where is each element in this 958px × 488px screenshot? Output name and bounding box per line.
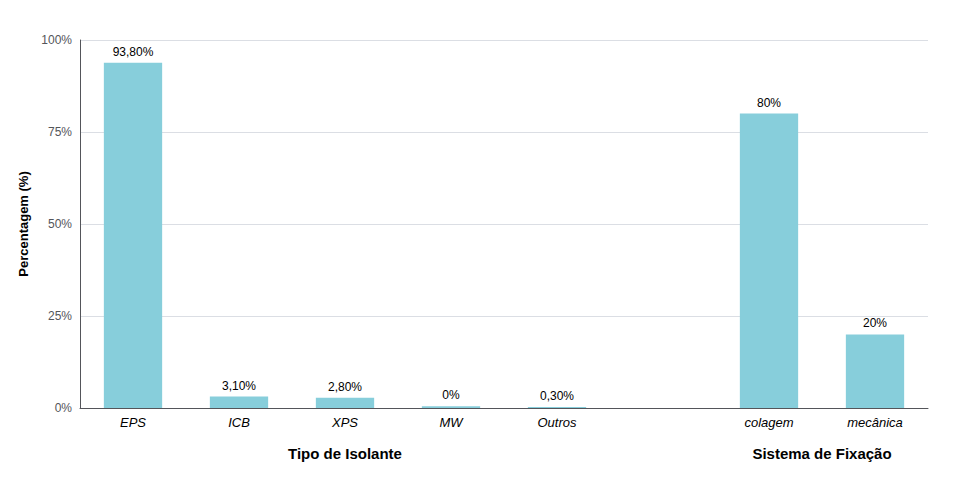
svg-text:2,80%: 2,80% (328, 380, 362, 394)
svg-text:25%: 25% (48, 309, 72, 323)
svg-text:Percentagem (%): Percentagem (%) (16, 171, 31, 276)
svg-text:0%: 0% (442, 388, 460, 402)
svg-text:100%: 100% (41, 33, 72, 47)
svg-text:3,10%: 3,10% (222, 379, 256, 393)
svg-text:80%: 80% (757, 96, 781, 110)
svg-text:MW: MW (439, 415, 464, 430)
svg-text:75%: 75% (48, 125, 72, 139)
svg-text:EPS: EPS (120, 415, 146, 430)
svg-text:20%: 20% (863, 316, 887, 330)
svg-text:ICB: ICB (228, 415, 250, 430)
svg-text:50%: 50% (48, 217, 72, 231)
svg-text:Sistema de Fixação: Sistema de Fixação (752, 445, 891, 462)
svg-text:Outros: Outros (537, 415, 577, 430)
svg-text:93,80%: 93,80% (113, 45, 154, 59)
svg-text:mecânica: mecânica (847, 415, 903, 430)
svg-text:0,30%: 0,30% (540, 389, 574, 403)
svg-text:0%: 0% (55, 401, 73, 415)
svg-text:Tipo de Isolante: Tipo de Isolante (288, 445, 402, 462)
svg-text:XPS: XPS (331, 415, 358, 430)
svg-text:colagem: colagem (744, 415, 793, 430)
